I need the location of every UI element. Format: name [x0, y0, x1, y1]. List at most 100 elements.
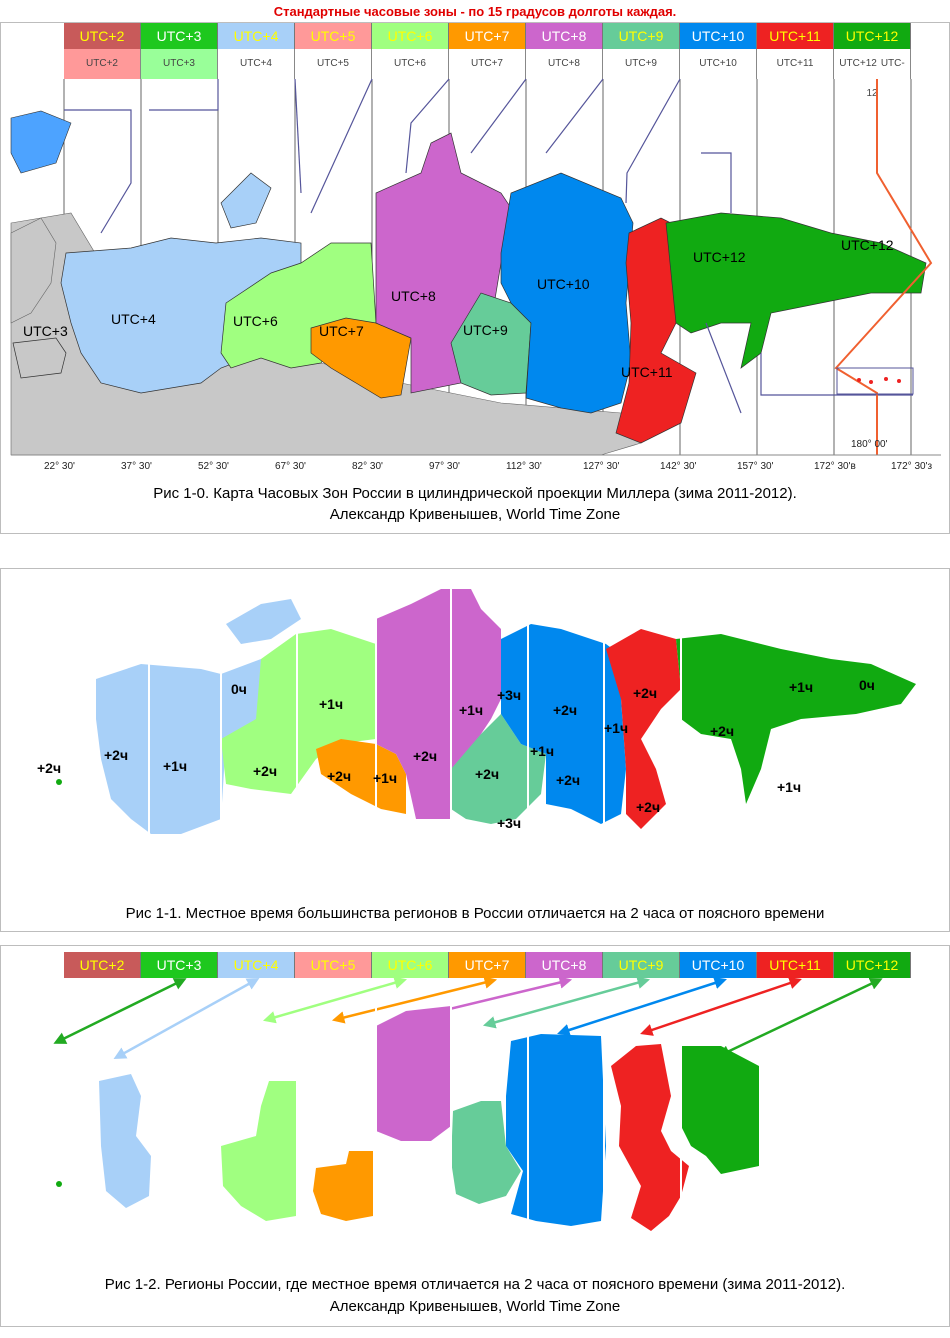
- offset-label-yakutia: +2ч: [553, 702, 578, 718]
- longitude-tick-label: 157° 30': [737, 461, 774, 472]
- zone-subcell: UTC+3: [141, 49, 218, 79]
- region-label-utc12-west: UTC+12: [693, 249, 746, 265]
- zone-cell-utcplus2: UTC+2: [64, 952, 141, 978]
- zone-subcell: UTC+11: [757, 49, 834, 79]
- zone-header-strip-2: UTC+2 UTC+3 UTC+4 UTC+5 UTC+6 UTC+7 UTC+8 UTC+9…: [64, 952, 911, 978]
- offset-label-magadan: +2ч: [633, 685, 658, 701]
- region-label-utc4: UTC+4: [111, 311, 156, 327]
- russia-timezone-map: [10, 78, 941, 456]
- zone-cell-utcplus11: UTC+11: [757, 23, 834, 49]
- page-title: Стандартные часовые зоны - по 15 градусо…: [273, 4, 677, 19]
- zone-subcell-label: UTC+11: [776, 58, 814, 69]
- offset-label-irkutsk-north: +3ч: [497, 687, 522, 703]
- zone-subheader-strip: UTC+2 UTC+3 UTC+4 UTC+5 UTC+6 UTC+7 UTC+8 UTC+9…: [64, 49, 911, 99]
- zone-cell-utcplus7: UTC+7: [449, 952, 526, 978]
- zone-cell-utcplus6: UTC+6: [372, 952, 449, 978]
- offset-label-koryak: +2ч: [710, 723, 735, 739]
- zone-subcell-extra-label: UTC-12: [866, 58, 905, 99]
- offset-label-magadan-west: +1ч: [604, 720, 629, 736]
- zone-cell-utcplus4: UTC+4: [218, 952, 295, 978]
- offset-label-krasnoyarsk-south: +2ч: [413, 748, 438, 764]
- zone-subcell-label: UTC+7: [471, 58, 503, 69]
- zone-cell-utcplus10: UTC+10: [680, 23, 757, 49]
- offset-label-west: +2ч: [104, 747, 129, 763]
- region-label-utc8: UTC+8: [391, 288, 436, 304]
- longitude-tick-label: 142° 30': [660, 461, 697, 472]
- longitude-tick-label: 52° 30': [198, 461, 229, 472]
- longitude-tick-label: 82° 30': [352, 461, 383, 472]
- zone-subcell-label: UTC+10: [699, 58, 737, 69]
- zone-subcell: UTC+5: [295, 49, 372, 79]
- offset-label-kamchatka: +1ч: [777, 779, 802, 795]
- local-time-offset-panel: +2ч +2ч +1ч 0ч +1ч +2ч +2ч +1ч +1ч +2ч +…: [0, 568, 950, 932]
- region-label-utc6: UTC+6: [233, 313, 278, 329]
- map3-caption-line1: Рис 1-2. Регионы России, где местное вре…: [104, 1276, 846, 1293]
- zone-cell-utcplus10: UTC+10: [680, 952, 757, 978]
- zone-subcell-label: UTC+8: [548, 58, 580, 69]
- zone-subcell: UTC+9: [603, 49, 680, 79]
- timezone-map-panel: UTC+2 UTC+3 UTC+4 UTC+5 UTC+6 UTC+7 UTC+8 UTC+9…: [0, 22, 950, 534]
- longitude-tick-label: 127° 30': [583, 461, 620, 472]
- meridian-180-label: 180° 00': [851, 439, 888, 450]
- longitude-tick-label: 22° 30': [44, 461, 75, 472]
- offset-label-ural: 0ч: [231, 681, 247, 697]
- offset-label-novosibirsk: +2ч: [327, 768, 352, 784]
- zone-subcell-label: UTC+3: [163, 58, 195, 69]
- zone-subcell: UTC+8: [526, 49, 603, 79]
- longitude-tick-label: 172° 30'з: [891, 461, 933, 472]
- region-label-utc11: UTC+11: [621, 364, 673, 380]
- local-time-offset-map: [56, 584, 916, 839]
- zone-cell-utcplus11: UTC+11: [757, 952, 834, 978]
- offset-label-irkutsk-south: +3ч: [497, 815, 522, 831]
- offset-label-irkutsk: +2ч: [475, 766, 500, 782]
- zone-cell-utcplus6: UTC+6: [372, 23, 449, 49]
- zone-subcell-label: UTC+6: [394, 58, 426, 69]
- zone-cell-utcplus5: UTC+5: [295, 952, 372, 978]
- offset-label-kaliningrad: +2ч: [37, 760, 62, 776]
- zone-subcell: UTC+2: [64, 49, 141, 79]
- zone-cell-utcplus12: UTC+12: [834, 23, 911, 49]
- zone-cell-utcplus5: UTC+5: [295, 23, 372, 49]
- region-label-utc10: UTC+10: [537, 276, 590, 292]
- longitude-tick-label: 67° 30': [275, 461, 306, 472]
- two-hour-regions-map: [53, 976, 883, 1231]
- offset-label-omsk: +2ч: [253, 763, 278, 779]
- offset-label-sakhalin: +2ч: [636, 799, 661, 815]
- zone-header-strip: UTC+2 UTC+3 UTC+4 UTC+5 UTC+6 UTC+7 UTC+8 UTC+9…: [64, 23, 911, 49]
- zone-subcell-label: UTC+9: [625, 58, 657, 69]
- zone-cell-utcplus9: UTC+9: [603, 952, 680, 978]
- zone-subcell: UTC+6: [372, 49, 449, 79]
- zone-subcell: UTC+4: [218, 49, 295, 79]
- two-hour-regions-panel: UTC+2 UTC+3 UTC+4 UTC+5 UTC+6 UTC+7 UTC+8 UTC+9…: [0, 945, 950, 1327]
- zone-cell-utcplus3: UTC+3: [141, 952, 218, 978]
- region-label-utc3: UTC+3: [23, 323, 68, 339]
- offset-label-tyumen: +1ч: [319, 696, 344, 712]
- offset-label-tomsk: +1ч: [373, 770, 398, 786]
- zone-cell-utcplus9: UTC+9: [603, 23, 680, 49]
- map2-caption: Рис 1-1. Местное время большинства регио…: [125, 905, 825, 922]
- zone-subcell-label: UTC+4: [240, 58, 272, 69]
- offset-label-chukotka-east: 0ч: [859, 677, 875, 693]
- offset-label-yakutia-west: +1ч: [530, 743, 555, 759]
- map1-caption-line2: Александр Кривенышев, World Time Zone: [329, 506, 621, 523]
- zone-cell-utcplus7: UTC+7: [449, 23, 526, 49]
- zone-subcell-label: UTC+2: [86, 58, 118, 69]
- zone-subcell-label: UTC+5: [317, 58, 349, 69]
- longitude-tick-label: 172° 30'в: [814, 461, 856, 472]
- zone-cell-utcplus2: UTC+2: [64, 23, 141, 49]
- zone-cell-utcplus8: UTC+8: [526, 23, 603, 49]
- zone-cell-utcplus8: UTC+8: [526, 952, 603, 978]
- offset-label-chukotka-west: +1ч: [789, 679, 814, 695]
- longitude-tick-label: 37° 30': [121, 461, 152, 472]
- region-label-utc7: UTC+7: [319, 323, 364, 339]
- offset-label-yakutia-south: +2ч: [556, 772, 581, 788]
- zone-cell-utcplus3: UTC+3: [141, 23, 218, 49]
- zone-subcell: UTC+10: [680, 49, 757, 79]
- region-label-utc12-east: UTC+12: [841, 237, 894, 253]
- zone-cell-utcplus4: UTC+4: [218, 23, 295, 49]
- map3-caption-line2: Александр Кривенышев, World Time Zone: [329, 1298, 621, 1315]
- zone-cell-utcplus12: UTC+12: [834, 952, 911, 978]
- zone-subcell-label: UTC+12: [839, 58, 877, 69]
- offset-label-moscow: +1ч: [163, 758, 188, 774]
- longitude-tick-label: 112° 30': [506, 461, 542, 472]
